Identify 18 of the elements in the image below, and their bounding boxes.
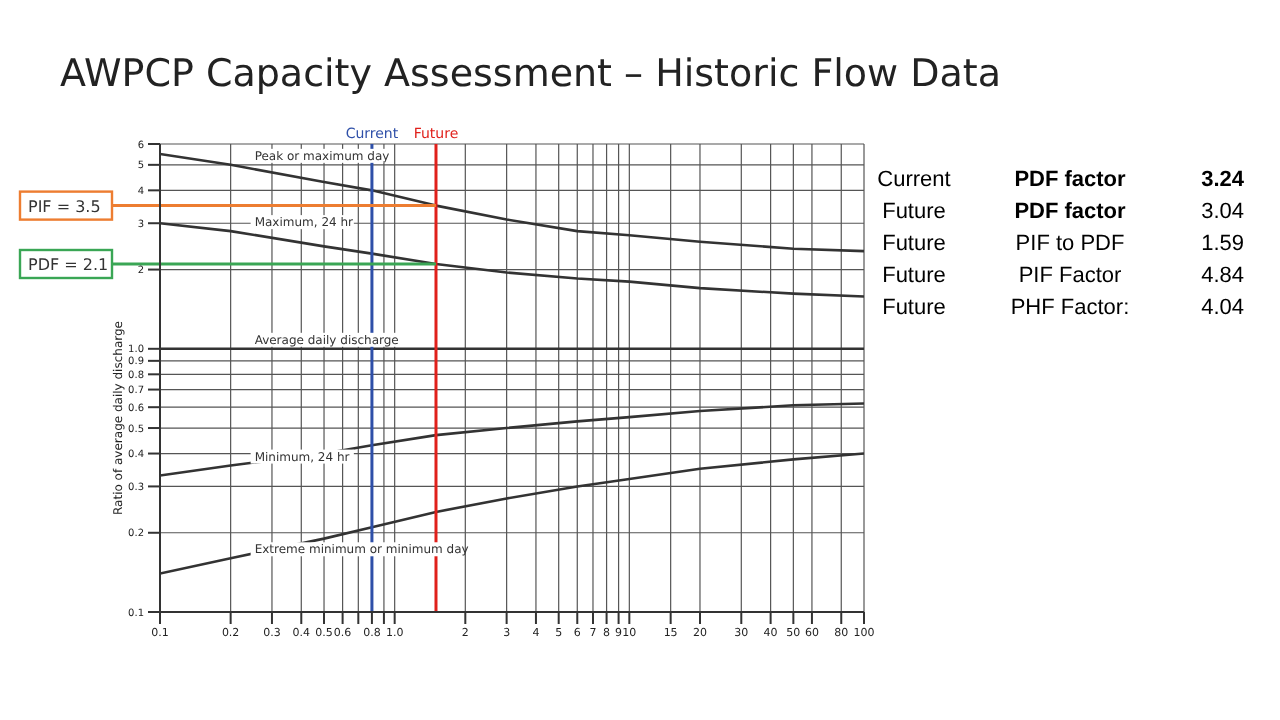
- text: PDF factor: [1012, 200, 1128, 228]
- text: Future: [880, 296, 948, 324]
- ref-line-label: PIF = 3.5: [28, 197, 101, 216]
- text: Future: [880, 200, 948, 228]
- text: 4.84: [1199, 264, 1244, 292]
- text: PIF to PDF: [1013, 232, 1127, 260]
- text: 4.04: [1199, 296, 1244, 324]
- chart-title: AWPCP Capacity Assessment – Historic Flow Data: [60, 52, 1001, 96]
- text: PIF Factor: [1016, 264, 1124, 292]
- ref-line-label: PDF = 2.1: [28, 256, 109, 274]
- text: Future: [880, 264, 948, 292]
- text: PDF factor: [1012, 168, 1128, 196]
- text: Future: [880, 232, 948, 260]
- text: PHF Factor:: [1008, 296, 1132, 324]
- text: Current: [875, 168, 953, 196]
- text: 3.24: [1199, 168, 1244, 196]
- text: 3.04: [1199, 200, 1244, 228]
- text: 1.59: [1199, 232, 1244, 260]
